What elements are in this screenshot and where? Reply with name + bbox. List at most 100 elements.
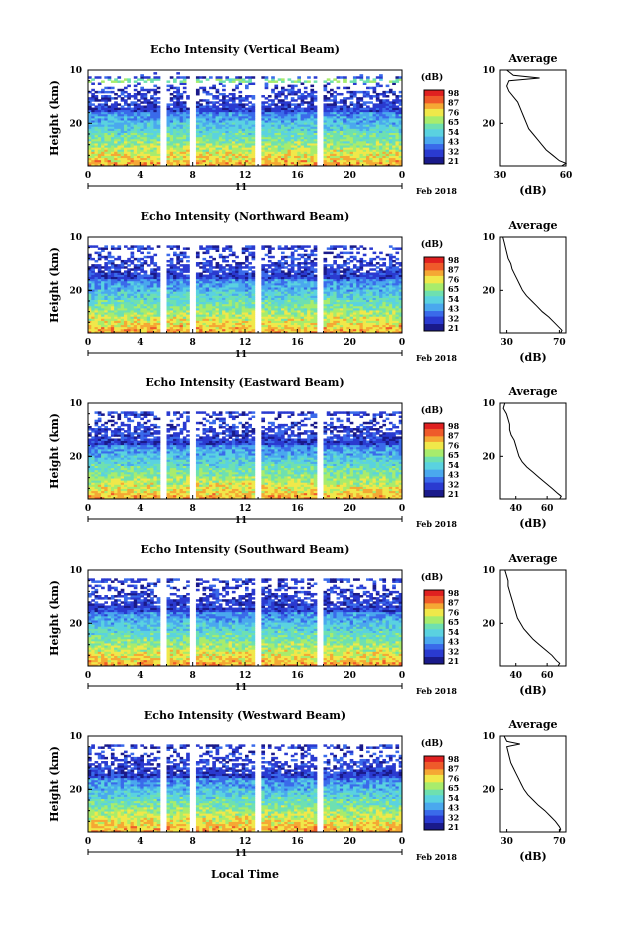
heatmap-cell <box>340 105 344 107</box>
heatmap-cell <box>294 85 298 87</box>
heatmap-cell <box>395 95 399 97</box>
heatmap-cell <box>268 80 272 82</box>
heatmap-cell <box>216 95 220 97</box>
heatmap-cell <box>98 83 102 85</box>
panel-title: Echo Intensity (Northward Beam) <box>141 210 350 223</box>
heatmap-cell <box>91 264 95 266</box>
heatmap-cell <box>242 97 246 99</box>
heatmap-cell <box>376 76 380 78</box>
heatmap-cell <box>222 256 226 258</box>
heatmap-cell <box>229 78 233 80</box>
heatmap-cell <box>144 260 148 262</box>
heatmap-cell <box>98 252 102 254</box>
heatmap-cell <box>291 108 295 110</box>
heatmap-cell <box>245 108 249 110</box>
colorbar-tick-label: 65 <box>448 117 459 127</box>
heatmap-cell <box>173 264 177 266</box>
heatmap-cell <box>278 99 282 101</box>
heatmap-cell <box>222 85 226 87</box>
heatmap-cell <box>183 101 187 103</box>
heatmap-cell <box>147 89 151 91</box>
average-frame <box>500 70 566 166</box>
colorbar-tick-label: 21 <box>448 156 459 166</box>
heatmap-cell <box>95 76 99 78</box>
heatmap-cell <box>88 266 92 268</box>
heatmap-cell <box>212 258 216 260</box>
heatmap-cell <box>235 97 239 99</box>
heatmap-cell <box>225 99 229 101</box>
heatmap-cell <box>147 76 151 78</box>
heatmap-cell <box>333 91 337 93</box>
heatmap-cell <box>196 252 200 254</box>
heatmap-cell <box>101 247 105 249</box>
heatmap-cell <box>167 254 171 256</box>
heatmap-cell <box>379 85 383 87</box>
heatmap-cell <box>108 266 112 268</box>
heatmap-cell <box>137 99 141 101</box>
heatmap-cell <box>127 85 131 87</box>
heatmap-cell <box>124 95 128 97</box>
heatmap-cell <box>91 258 95 260</box>
heatmap-cell <box>265 105 269 107</box>
heatmap-cell <box>216 101 220 103</box>
average-title: Average <box>507 52 557 65</box>
heatmap-cell <box>337 87 341 89</box>
heatmap-cell <box>95 260 99 262</box>
heatmap-cell <box>124 108 128 110</box>
heatmap-cell <box>117 76 121 78</box>
heatmap-cell <box>359 91 363 93</box>
heatmap-cell <box>173 101 177 103</box>
average-x-tick-label: 30 <box>494 171 507 181</box>
heatmap-cell <box>212 85 216 87</box>
heatmap-cell <box>202 275 206 277</box>
heatmap-cell <box>180 258 184 260</box>
heatmap-cell <box>297 95 301 97</box>
panels-group: Echo Intensity (Vertical Beam)2010Height… <box>48 43 572 863</box>
heatmap-cell <box>111 103 115 105</box>
heatmap-cell <box>337 93 341 95</box>
heatmap-cell <box>238 76 242 78</box>
heatmap-cell <box>219 103 223 105</box>
heatmap-cell <box>359 74 363 76</box>
heatmap-cell <box>373 78 377 80</box>
heatmap-cell <box>232 93 236 95</box>
heatmap-cell <box>376 93 380 95</box>
heatmap-cell <box>196 89 200 91</box>
heatmap-cell <box>359 97 363 99</box>
heatmap-cell <box>104 87 108 89</box>
heatmap-cell <box>386 95 390 97</box>
heatmap-cell <box>137 258 141 260</box>
heatmap-cell <box>346 105 350 107</box>
heatmap-cell <box>131 245 135 247</box>
heatmap-cell <box>150 101 154 103</box>
heatmap-cell <box>196 76 200 78</box>
heatmap-cell <box>111 87 115 89</box>
heatmap-cell <box>186 247 190 249</box>
heatmap-cell <box>95 252 99 254</box>
heatmap-cell <box>278 105 282 107</box>
heatmap-cell <box>235 103 239 105</box>
heatmap-cell <box>284 89 288 91</box>
heatmap-cell <box>134 76 138 78</box>
heatmap-cell <box>108 95 112 97</box>
heatmap-cell <box>242 270 246 272</box>
heatmap-cell <box>288 89 292 91</box>
heatmap-cell <box>114 78 118 80</box>
heatmap-cell <box>108 76 112 78</box>
heatmap-cell <box>274 80 278 82</box>
heatmap-cell <box>183 91 187 93</box>
heatmap-cell <box>144 76 148 78</box>
heatmap-cell <box>150 89 154 91</box>
heatmap-cell <box>170 103 174 105</box>
heatmap-cell <box>196 262 200 264</box>
heatmap-cell <box>245 245 249 247</box>
heatmap-cell <box>209 256 213 258</box>
heatmap-cell <box>124 87 128 89</box>
heatmap-cell <box>235 262 239 264</box>
heatmap-cell <box>386 91 390 93</box>
heatmap-cell <box>307 93 311 95</box>
heatmap-cell <box>170 245 174 247</box>
heatmap-cell <box>242 262 246 264</box>
heatmap-cell <box>216 105 220 107</box>
heatmap-cell <box>196 272 200 274</box>
